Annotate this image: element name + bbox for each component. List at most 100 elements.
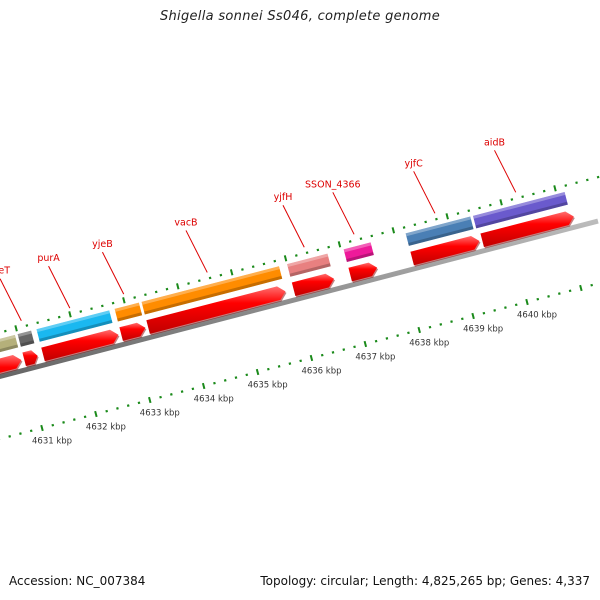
cds-arrow[interactable] xyxy=(146,286,286,334)
gene-box-yjfh[interactable] xyxy=(287,253,331,277)
minor-tick xyxy=(100,304,104,308)
minor-tick xyxy=(245,373,249,377)
gene-label[interactable]: yjeT xyxy=(0,266,10,277)
minor-tick xyxy=(90,307,93,311)
gene-box-yjfc[interactable] xyxy=(405,216,474,246)
minor-tick xyxy=(251,265,255,269)
minor-tick xyxy=(262,262,266,266)
ruler-label: 4638 kbp xyxy=(409,339,449,349)
minor-tick xyxy=(381,231,384,235)
minor-tick xyxy=(493,309,497,312)
gene-label-leader xyxy=(332,192,355,235)
cds-arrow[interactable] xyxy=(41,329,119,362)
minor-tick xyxy=(137,401,141,405)
cds-arrow[interactable] xyxy=(119,322,146,341)
minor-tick xyxy=(169,393,173,396)
major-tick xyxy=(14,325,18,332)
minor-tick xyxy=(402,226,406,229)
minor-tick xyxy=(133,296,136,299)
minor-tick xyxy=(456,212,460,215)
minor-tick xyxy=(547,295,550,298)
major-tick xyxy=(337,241,342,248)
minor-tick xyxy=(564,184,568,187)
gene-label[interactable]: purA xyxy=(37,253,60,264)
minor-tick xyxy=(79,310,83,313)
minor-tick xyxy=(159,395,162,399)
minor-tick xyxy=(277,365,281,368)
gene-box[interactable] xyxy=(0,334,19,366)
minor-tick xyxy=(72,418,76,421)
minor-tick xyxy=(223,379,227,382)
minor-tick xyxy=(3,329,7,333)
minor-tick xyxy=(532,192,535,196)
cds-arrow[interactable] xyxy=(291,273,335,297)
cds-arrow[interactable] xyxy=(410,235,480,266)
minor-tick xyxy=(359,237,363,241)
ruler-label: 4632 kbp xyxy=(86,423,126,433)
minor-tick xyxy=(596,175,600,179)
minor-tick xyxy=(320,353,324,357)
gene-box-yjeb[interactable] xyxy=(114,302,143,322)
minor-tick xyxy=(374,339,378,343)
minor-tick xyxy=(25,324,29,327)
minor-tick xyxy=(575,181,578,185)
gene-box-aidb[interactable] xyxy=(472,192,568,229)
gene-label[interactable]: SSON_4366 xyxy=(305,179,361,190)
minor-tick xyxy=(305,251,309,255)
genome-summary-text: Topology: circular; Length: 4,825,265 bp… xyxy=(260,574,590,588)
genome-title: Shigella sonnei Ss046, complete genome xyxy=(159,9,441,24)
minor-tick xyxy=(116,407,119,410)
ruler-label: 4634 kbp xyxy=(194,395,234,405)
minor-tick xyxy=(299,359,303,363)
gene-label[interactable]: yjfC xyxy=(405,158,424,169)
gene-box-yjet[interactable] xyxy=(17,330,35,347)
major-tick xyxy=(201,382,206,390)
minor-tick xyxy=(36,321,39,325)
cds-arrow[interactable] xyxy=(480,211,574,248)
minor-tick xyxy=(126,404,130,407)
gene-label-leader xyxy=(48,265,71,309)
minor-tick xyxy=(542,189,546,193)
cds-arrow[interactable] xyxy=(22,350,38,367)
major-tick xyxy=(68,311,72,318)
major-tick xyxy=(391,227,396,234)
major-tick xyxy=(122,297,126,304)
gene-box-sson_4366[interactable] xyxy=(343,242,374,262)
gene-box-pura[interactable] xyxy=(36,310,113,342)
gene-label[interactable]: yjeB xyxy=(92,239,113,250)
gene-label[interactable]: vacB xyxy=(174,217,197,228)
minor-tick xyxy=(19,432,22,435)
minor-tick xyxy=(57,315,61,319)
minor-tick xyxy=(428,325,432,329)
minor-tick xyxy=(62,421,65,424)
minor-tick xyxy=(413,223,417,227)
ruler-label: 4640 kbp xyxy=(517,311,557,321)
minor-tick xyxy=(348,240,352,243)
ruler-label: 4636 kbp xyxy=(301,367,341,377)
ruler-label: 4633 kbp xyxy=(140,409,180,419)
minor-tick xyxy=(370,234,374,238)
cds-arrow[interactable] xyxy=(0,354,22,390)
major-tick xyxy=(229,269,234,276)
gene-label[interactable]: yjfH xyxy=(274,192,293,203)
major-tick xyxy=(40,424,44,432)
major-tick xyxy=(471,312,475,320)
major-tick xyxy=(283,255,288,262)
minor-tick xyxy=(514,303,518,307)
minor-tick xyxy=(197,279,201,283)
minor-tick xyxy=(521,195,524,199)
major-tick xyxy=(417,326,421,334)
gene-label-leader xyxy=(0,278,22,321)
minor-tick xyxy=(342,348,346,351)
minor-tick xyxy=(191,387,195,391)
minor-tick xyxy=(510,198,514,201)
minor-tick xyxy=(585,178,589,182)
gene-label[interactable]: aidB xyxy=(484,137,505,148)
minor-tick xyxy=(208,276,212,280)
cds-arrow[interactable] xyxy=(348,262,378,282)
minor-tick xyxy=(187,282,190,285)
ruler-label: 4635 kbp xyxy=(248,381,288,391)
minor-tick xyxy=(294,254,298,257)
gene-box-vacb[interactable] xyxy=(141,266,283,315)
major-tick xyxy=(176,283,180,290)
